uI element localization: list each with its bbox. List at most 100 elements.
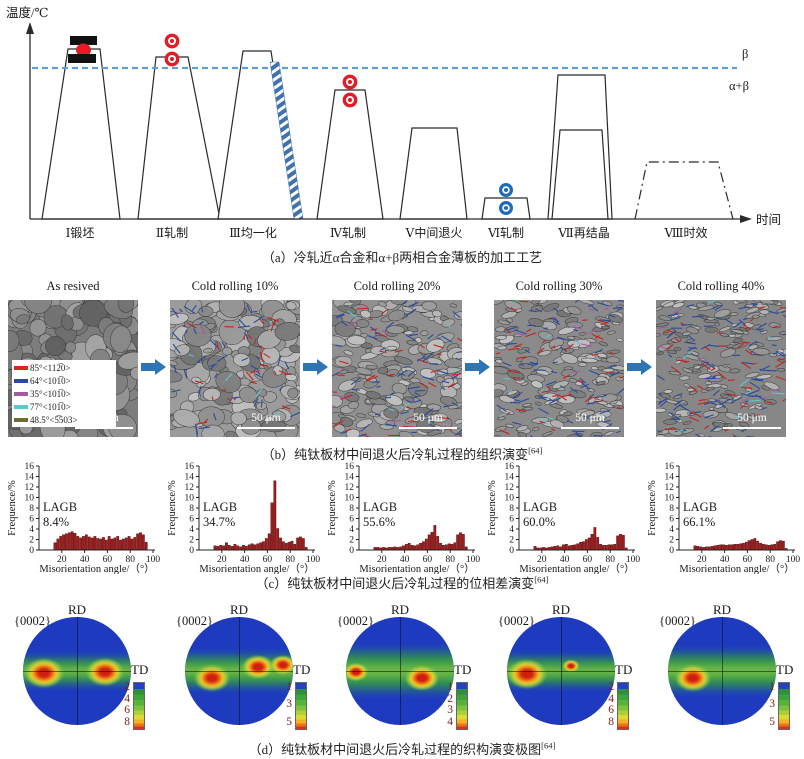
svg-text:12: 12 — [665, 483, 675, 493]
histogram-bar — [136, 533, 140, 551]
ebsd-texture — [170, 300, 300, 437]
stage-7-inner-trapezoid — [551, 129, 609, 220]
svg-text:10: 10 — [25, 494, 35, 504]
scale-bar-label: 50 μm — [575, 412, 605, 424]
histogram-bar — [596, 537, 600, 551]
x-axis-label: 时间 — [756, 213, 781, 227]
legend-label: 77°<101̅0> — [30, 401, 71, 412]
svg-text:8: 8 — [29, 504, 34, 514]
histogram-bar — [419, 542, 422, 551]
svg-text:6: 6 — [349, 515, 354, 525]
colorbar-tick: 8 — [124, 715, 130, 728]
histogram-bar — [613, 544, 617, 551]
histogram-bar — [253, 544, 257, 551]
hot-rolls-icon — [342, 74, 358, 108]
x-axis-arrow-icon — [740, 215, 752, 223]
legend-row: 64°<101̅0> — [14, 374, 114, 387]
caption-a-text: （a）冷轧近α合金和α+β两相合金薄板的加工工艺 — [261, 250, 543, 265]
caption-b-text: （b）纯钛板材中间退火后冷轧过程的组织演变 — [261, 447, 529, 462]
histogram-bar — [533, 546, 537, 551]
svg-text:2: 2 — [669, 536, 674, 546]
rd-axis-label: RD — [551, 602, 571, 617]
histogram-bar — [230, 546, 234, 551]
pole-figure-circle — [346, 617, 454, 725]
svg-text:10: 10 — [665, 494, 675, 504]
histogram-bar — [82, 536, 85, 551]
colorbar — [456, 682, 468, 730]
legend-label: 35°<101̅0> — [30, 388, 71, 399]
histogram-bar — [750, 539, 754, 551]
histogram-bar — [453, 542, 457, 551]
td-axis-label: TD — [131, 662, 149, 677]
histogram-bar — [290, 540, 294, 551]
histogram-bar — [107, 536, 111, 551]
intensity-hotspot — [560, 658, 582, 674]
histogram-bar — [621, 535, 625, 551]
y-axis-label: 温度/℃ — [6, 5, 48, 20]
svg-text:4: 4 — [29, 525, 34, 535]
legend-row: 35°<101̅0> — [14, 387, 114, 400]
ebsd-title-2: Cold rolling 20% — [353, 279, 441, 293]
histogram-bar — [110, 538, 114, 551]
misorientation-histogram-1: 0 2 4 6 8 10 12 14 16 20 40 60 80 100 Frequence/% Misor… — [165, 462, 323, 575]
svg-text:20: 20 — [697, 555, 707, 565]
svg-text:LAGB: LAGB — [523, 500, 557, 514]
rd-axis-label: RD — [229, 602, 249, 617]
svg-text:6: 6 — [189, 515, 194, 525]
histogram-bar — [127, 536, 131, 551]
ebsd-micrograph-cr10: 50 μm — [170, 300, 300, 437]
ebsd-texture — [494, 300, 624, 437]
colorbar-tick: 3 — [286, 698, 292, 711]
svg-text:12: 12 — [185, 483, 195, 493]
histogram-bar — [753, 538, 757, 551]
td-axis-label: TD — [776, 662, 794, 677]
histogram-bar — [442, 545, 445, 551]
svg-text:10: 10 — [185, 494, 195, 504]
caption-b-ref: [64] — [528, 445, 543, 456]
legend-row: 77°<101̅0> — [14, 400, 114, 413]
stage-label: Ⅰ锻坯 — [66, 226, 95, 240]
svg-text:12: 12 — [345, 483, 355, 493]
intensity-hotspot — [23, 655, 69, 691]
histogram-bar — [124, 537, 128, 551]
svg-text:80: 80 — [125, 555, 135, 565]
histogram-bar — [233, 544, 237, 551]
svg-text:0: 0 — [669, 546, 674, 556]
svg-text:80: 80 — [445, 555, 455, 565]
rd-axis-label: RD — [390, 602, 410, 617]
svg-text:80: 80 — [605, 555, 615, 565]
svg-text:4: 4 — [509, 525, 514, 535]
histogram-bar — [604, 545, 608, 551]
histogram-bar — [70, 531, 74, 551]
histogram-bar — [456, 534, 460, 551]
svg-text:100: 100 — [306, 555, 321, 565]
pole-figure-title: {0002} — [659, 614, 696, 628]
pole-figure-title: {0002} — [337, 614, 374, 628]
scale-bar-line — [723, 427, 781, 429]
scale-bar-label: 50 μm — [413, 412, 443, 424]
svg-text:100: 100 — [466, 555, 481, 565]
colorbar-tick-labels: 1 3 5 — [759, 681, 775, 728]
legend-label: 85°<112̅0> — [30, 362, 71, 373]
ebsd-micrograph-cr30: 50 μm — [494, 300, 624, 437]
svg-text:60: 60 — [743, 555, 753, 565]
ebsd-micrograph-as-received: 85°<112̅0> 64°<101̅0> 35°<101̅0> 77°<101… — [8, 300, 138, 437]
td-axis-label: TD — [293, 662, 311, 677]
svg-text:20: 20 — [217, 555, 227, 565]
misorientation-histogram-3: 0 2 4 6 8 10 12 14 16 20 40 60 80 100 Frequence/% Misor… — [485, 462, 643, 575]
svg-text:2: 2 — [509, 536, 514, 546]
scale-bar-line — [399, 427, 457, 429]
histogram-bar — [713, 545, 717, 551]
stage-4-rolling-trapezoid — [316, 89, 384, 220]
td-axis-label: TD — [454, 662, 472, 677]
colorbar-tick: 4 — [447, 715, 453, 728]
histogram-bar — [84, 534, 88, 551]
svg-text:14: 14 — [345, 473, 355, 483]
misorientation-histogram-2: 0 2 4 6 8 10 12 14 16 20 40 60 80 100 Frequence/% Misor… — [325, 462, 483, 575]
